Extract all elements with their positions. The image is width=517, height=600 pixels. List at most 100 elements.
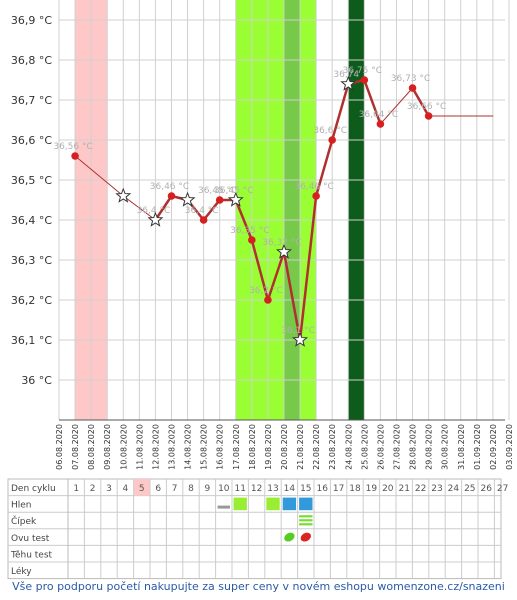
day-number: 23 [431,484,442,494]
y-tick-label: 36,6 °C [11,134,52,147]
day-number: 26 [480,484,492,494]
band-3 [348,0,365,420]
data-label: 36,74 [333,70,359,80]
series-segment [314,138,334,198]
x-tick-label: 09.08.2020 [103,424,112,470]
day-number: 1 [73,484,79,494]
table-row-label: Hlen [11,501,32,511]
x-tick-label: 29.08.2020 [425,424,434,470]
day-number: 5 [139,484,145,494]
y-tick-label: 36,1 °C [11,334,52,347]
data-point-star [275,243,292,259]
hlen-mark [233,497,247,511]
series-segment [74,155,124,197]
x-tick-label: 01.09.2020 [473,424,482,470]
ovu-test-mark [300,532,311,542]
x-tick-label: 11.08.2020 [135,424,144,470]
band-2 [283,0,301,420]
day-number: 12 [251,484,262,494]
data-point-star [227,191,244,207]
day-number: 10 [218,484,230,494]
data-label: 36,56 °C [53,142,92,152]
data-point [312,192,320,200]
x-axis-date-labels: 06.08.2020 07.08.2020 08.08.2020 09.08.2020… [55,424,514,470]
data-label: 36,6 °C [313,126,347,136]
x-tick-label: 24.08.2020 [344,424,353,470]
x-tick-label: 28.08.2020 [409,424,418,470]
x-tick-label: 03.09.2020 [505,424,514,470]
day-number: 22 [415,484,426,494]
series-segment [250,238,270,302]
data-point [215,196,224,204]
hlen-mark [266,497,280,511]
day-number: 9 [205,484,211,494]
series-segment [330,82,350,142]
value-labels: 36,56 °C36,4 °C36,46 °C36,4 °C36,45 °C36… [53,66,446,336]
y-tick-label: 36,9 °C [11,14,52,27]
y-tick-label: 36,4 °C [11,214,52,227]
table-row-label: Těhu test [10,550,53,560]
temperature-series [71,75,494,347]
data-label: 36,4 °C [137,206,171,216]
y-tick-label: 36 °C [21,374,52,387]
cipek-mark [299,515,313,518]
data-point [360,76,369,84]
data-label: 36,35 °C [230,226,269,236]
day-number: 19 [366,484,378,494]
x-tick-label: 31.08.2020 [457,424,466,470]
x-tick-label: 27.08.2020 [392,424,401,470]
ovu-test-mark [284,532,295,542]
data-label: 36,32 °C [262,238,301,248]
data-label: 36,45 °C [214,186,253,196]
x-tick-label: 12.08.2020 [151,424,160,470]
day-cell-highlight [133,479,150,496]
data-label: 36,2 °C [249,286,283,296]
data-label: 36,66 °C [407,102,446,112]
series-segment [202,198,221,222]
series-segment [122,195,156,221]
x-tick-label: 14.08.2020 [184,424,193,470]
cycle-table: 1 2 3 4 5 6 7 8 9 10 11 12 13 14 15 16 17 18 19 20 21 22 23 24 2… [7,478,508,580]
day-number: 2 [90,484,96,494]
day-number: 27 [497,484,508,494]
hlen-mark [282,497,297,511]
data-point-star [340,75,357,91]
hlen-mark [217,505,230,509]
x-tick-label: 20.08.2020 [280,424,289,470]
data-point [424,112,433,120]
data-label: 36,1 °C [281,326,315,336]
eshop-promo-link[interactable]: Vše pro podporu početí nakupujte za supe… [12,580,505,593]
data-point-star [147,211,164,227]
x-tick-label: 07.08.2020 [71,424,80,470]
day-number: 16 [316,484,328,494]
data-point [376,120,385,128]
table-row-label: Ovu test [11,534,50,544]
cipek-mark [299,519,313,522]
data-point-star [115,187,132,203]
data-point [248,236,256,244]
table-row-label: Den cyklu [11,484,56,494]
series-segment [379,87,414,125]
day-number: 21 [398,484,409,494]
data-label: 36,45 °C [198,186,237,196]
x-tick-label: 26.08.2020 [376,424,385,470]
data-point [71,152,79,160]
day-number: 7 [172,484,178,494]
series-segment [298,194,318,342]
day-number: 14 [284,484,296,494]
day-number: 3 [106,484,112,494]
series-segment [266,250,286,302]
data-point [167,192,176,200]
series-segment [411,86,430,118]
series-segment [363,78,382,126]
x-tick-label: 13.08.2020 [167,424,176,470]
data-label: 36,46 °C [150,182,189,192]
hlen-mark [299,497,313,511]
day-number: 13 [267,484,278,494]
y-tick-label: 36,3 °C [11,254,52,267]
temperature-chart: 36 °C 36,1 °C 36,2 °C 36,3 °C 36,4 °C 36,5 °C… [7,0,514,580]
y-tick-label: 36,7 °C [11,94,52,107]
data-point [328,136,336,144]
data-point-star [292,331,309,347]
table-row-label: Čípek [11,515,37,527]
